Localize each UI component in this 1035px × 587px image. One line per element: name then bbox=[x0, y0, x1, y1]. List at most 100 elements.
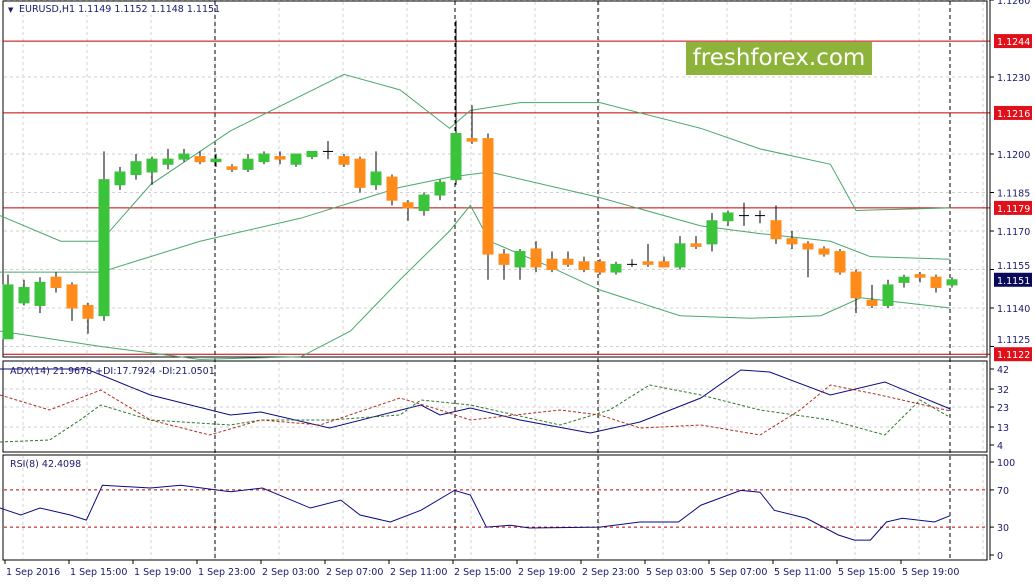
candle-bear bbox=[466, 138, 478, 142]
time-tick-label: 2 Sep 03:00 bbox=[262, 567, 319, 578]
rsi-line bbox=[0, 484, 951, 541]
candle-bull bbox=[178, 153, 190, 160]
price-tick-label: 1.1230 bbox=[997, 73, 1030, 84]
candle-bull bbox=[290, 153, 302, 165]
candle-bear bbox=[642, 261, 654, 265]
candle-bear bbox=[866, 299, 878, 306]
candle-bull bbox=[898, 276, 910, 283]
candle-bull bbox=[18, 286, 30, 304]
adx-line bbox=[0, 368, 951, 434]
candle-bull bbox=[610, 263, 622, 273]
time-tick-label: 5 Sep 19:00 bbox=[902, 567, 959, 578]
candle-bear bbox=[274, 156, 286, 160]
candle-bear bbox=[818, 248, 830, 255]
rsi-panel-frame bbox=[2, 454, 988, 561]
adx-tick-label: 32 bbox=[997, 385, 1009, 396]
time-tick-label: 5 Sep 03:00 bbox=[646, 567, 703, 578]
candle-bear bbox=[786, 238, 798, 245]
candle-bull bbox=[98, 179, 110, 317]
adx-tick-label: 42 bbox=[997, 365, 1009, 376]
adx-panel-frame bbox=[2, 360, 988, 453]
rsi-tick-label: 30 bbox=[997, 523, 1009, 534]
adx-tick-label: 23 bbox=[997, 403, 1009, 414]
level-tag-label: 1.1179 bbox=[997, 204, 1030, 215]
price-tick-label: 1.1200 bbox=[997, 150, 1030, 161]
candle-bull bbox=[130, 161, 142, 176]
symbol-header: EURUSD,H1 1.1149 1.1152 1.1148 1.1151 bbox=[19, 4, 220, 15]
plus-di-line bbox=[0, 384, 951, 443]
candle-bear bbox=[690, 243, 702, 247]
candle-bull bbox=[242, 158, 254, 170]
time-tick-label: 1 Sep 23:00 bbox=[198, 567, 255, 578]
current-price-label: 1.1151 bbox=[997, 276, 1030, 287]
candle-bear bbox=[658, 261, 670, 268]
candle-bear bbox=[66, 284, 78, 309]
candle-bull bbox=[882, 284, 894, 306]
minus-di-line bbox=[0, 384, 951, 436]
candle-bear bbox=[530, 248, 542, 268]
freshforex-watermark: freshforex.com bbox=[686, 42, 872, 75]
candle-bear bbox=[50, 276, 62, 288]
candle-bull bbox=[450, 132, 462, 181]
time-tick-label: 2 Sep 07:00 bbox=[326, 567, 383, 578]
candle-bear bbox=[834, 251, 846, 273]
candle-bull bbox=[258, 153, 270, 163]
candle-bull bbox=[162, 158, 174, 165]
time-tick-label: 5 Sep 07:00 bbox=[710, 567, 767, 578]
bollinger-lower bbox=[0, 204, 951, 360]
level-tag-label: 1.1122 bbox=[997, 350, 1030, 361]
candle-bull bbox=[2, 284, 14, 340]
level-tag bbox=[994, 34, 1032, 49]
price-tick-label: 1.1260 bbox=[997, 0, 1030, 7]
candle-bear bbox=[914, 274, 926, 278]
level-tag bbox=[994, 105, 1032, 120]
price-tick-label: 1.1125 bbox=[997, 335, 1030, 346]
rsi-title: RSI(8) 42.4098 bbox=[10, 459, 81, 470]
level-tag bbox=[994, 200, 1032, 215]
candle-bull bbox=[306, 150, 318, 158]
time-tick-label: 2 Sep 11:00 bbox=[390, 567, 447, 578]
candle-bear bbox=[930, 276, 942, 288]
candle-bear bbox=[194, 156, 206, 163]
candle-bear bbox=[802, 243, 814, 250]
candle-bear bbox=[82, 304, 94, 319]
price-tick-label: 1.1170 bbox=[997, 227, 1030, 238]
bollinger-upper bbox=[0, 73, 951, 242]
candle-bear bbox=[338, 156, 350, 165]
candle-bear bbox=[850, 271, 862, 299]
candle-bull bbox=[370, 171, 382, 186]
rsi-tick-label: 0 bbox=[997, 551, 1003, 562]
candle-bear bbox=[498, 253, 510, 265]
rsi-tick-label: 70 bbox=[997, 486, 1009, 497]
rsi-tick-label: 100 bbox=[997, 458, 1015, 469]
time-tick-label: 1 Sep 19:00 bbox=[134, 567, 191, 578]
candle-bull bbox=[210, 158, 222, 163]
candle-bull bbox=[946, 279, 958, 286]
time-tick-label: 2 Sep 23:00 bbox=[582, 567, 639, 578]
time-tick-label: 2 Sep 15:00 bbox=[454, 567, 511, 578]
level-tag bbox=[994, 347, 1032, 362]
dropdown-arrow-icon: ▼ bbox=[8, 6, 14, 14]
candle-bull bbox=[514, 251, 526, 268]
time-tick-label: 2 Sep 19:00 bbox=[518, 567, 575, 578]
price-tick-label: 1.1185 bbox=[997, 189, 1030, 200]
candle-bear bbox=[578, 261, 590, 271]
time-tick-label: 5 Sep 15:00 bbox=[838, 567, 895, 578]
candle-bull bbox=[146, 158, 158, 173]
level-tag-label: 1.1216 bbox=[997, 109, 1030, 120]
adx-title: ADX(14) 21.9678 +DI:17.7924 -DI:21.0501 bbox=[10, 366, 215, 377]
candle-bear bbox=[594, 261, 606, 273]
candle-bear bbox=[226, 166, 238, 170]
adx-tick-label: 4 bbox=[997, 441, 1003, 452]
candle-bear bbox=[562, 258, 574, 265]
time-tick-label: 1 Sep 2016 bbox=[6, 567, 60, 578]
adx-tick-label: 13 bbox=[997, 423, 1009, 434]
candle-bull bbox=[418, 194, 430, 211]
candle-bear bbox=[402, 202, 414, 209]
time-tick-label: 5 Sep 11:00 bbox=[774, 567, 831, 578]
time-tick-label: 1 Sep 15:00 bbox=[70, 567, 127, 578]
candle-bull bbox=[434, 181, 446, 196]
candle-bull bbox=[34, 281, 46, 306]
